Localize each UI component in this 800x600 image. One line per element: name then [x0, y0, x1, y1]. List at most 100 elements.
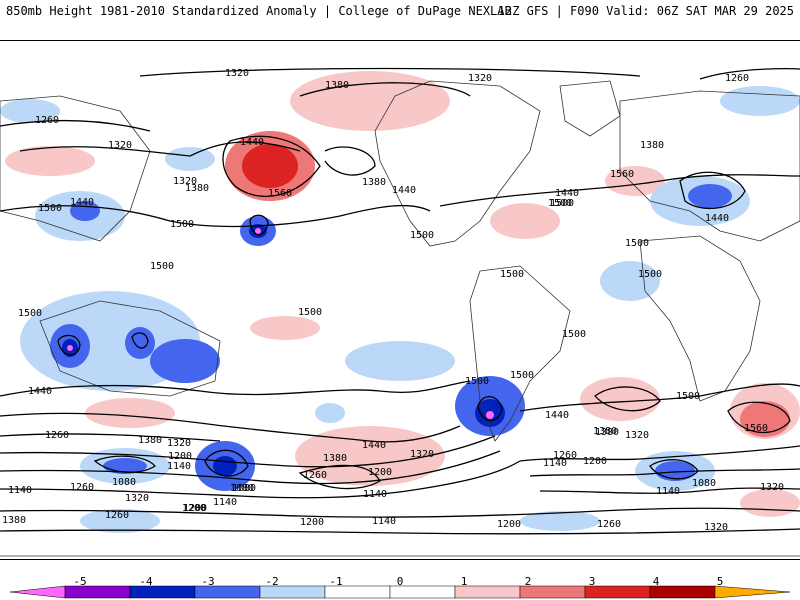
- contour-label: 1380: [593, 426, 617, 437]
- colorbar-tick: 3: [588, 575, 596, 588]
- contour-label: 1440: [28, 386, 52, 397]
- contour-label: 1320: [760, 482, 784, 493]
- anomaly-map: 1320 1380 1320 1260 1260 1320 1380 1440 …: [0, 40, 800, 560]
- coastlines: [0, 80, 800, 557]
- contour-line: [699, 68, 800, 80]
- north-america-outline: [374, 80, 541, 247]
- europe-asia-outline: [619, 90, 800, 242]
- colorbar-tick: 5: [716, 575, 724, 588]
- contour-line: [679, 171, 746, 210]
- contour-label: 1140: [167, 461, 191, 472]
- contour-line: [727, 401, 791, 434]
- contour-line: [131, 332, 149, 349]
- colorbar: [10, 585, 790, 599]
- contour-line: [299, 82, 471, 97]
- anomaly-negative: [315, 403, 345, 423]
- colorbar-tick: 1: [460, 575, 468, 588]
- south-america-outline: [469, 265, 571, 442]
- contour-label: 1260: [303, 470, 327, 481]
- contour-label: 1200: [182, 503, 206, 514]
- contour-label: 1560: [744, 423, 768, 434]
- contour-line: [519, 445, 800, 462]
- contour-label: 1500: [638, 269, 662, 280]
- contour-label: 1200: [300, 517, 324, 528]
- anomaly-negative: [520, 511, 600, 531]
- contour-label: 1140: [372, 516, 396, 527]
- contour-line: [0, 380, 471, 397]
- contour-label: 1500: [500, 269, 524, 280]
- contour-line: [0, 204, 431, 228]
- contour-line: [57, 334, 81, 356]
- contour-label: 1500: [676, 391, 700, 402]
- colorbar-tick: 2: [524, 575, 532, 588]
- contour-line: [0, 433, 221, 442]
- contour-label: 1380: [325, 80, 349, 91]
- anomaly-negative: [486, 411, 494, 419]
- anomaly-positive: [740, 489, 800, 517]
- contour-line: [298, 464, 381, 490]
- contour-label: 1500: [465, 376, 489, 387]
- colorbar-tick: -1: [329, 575, 343, 588]
- contour-label: 1140: [8, 485, 32, 496]
- contour-label: 1320: [225, 68, 249, 79]
- contour-label: 1320: [410, 449, 434, 460]
- contour-label: 1380: [640, 140, 664, 151]
- contour-line: [539, 487, 800, 494]
- height-contours: [0, 67, 800, 535]
- contour-label: 1320: [125, 493, 149, 504]
- australia-outline: [39, 300, 221, 397]
- contour-label: 1440: [70, 197, 94, 208]
- contour-label: 1500: [18, 308, 42, 319]
- greenland-outline: [559, 80, 621, 137]
- contour-label: 1500: [170, 219, 194, 230]
- colorbar-tick: -5: [73, 575, 87, 588]
- colorbar-segment: [649, 585, 716, 599]
- contour-line: [93, 455, 156, 473]
- contour-label: 1200: [583, 456, 607, 467]
- contour-label: 1320: [625, 430, 649, 441]
- contour-line: [249, 214, 269, 236]
- contour-label: 1080: [232, 483, 256, 494]
- contour-label: 1440: [240, 137, 264, 148]
- africa-outline: [639, 235, 761, 402]
- contour-label: 1380: [323, 453, 347, 464]
- contour-label: 1320: [108, 140, 132, 151]
- contour-label: 1080: [112, 477, 136, 488]
- anomaly-negative: [165, 147, 215, 171]
- contour-label: 1260: [105, 510, 129, 521]
- contour-label: 1440: [392, 185, 416, 196]
- contour-label: 1200: [368, 467, 392, 478]
- contour-label: 1380: [362, 177, 386, 188]
- anomaly-positive: [250, 316, 320, 340]
- contour-label: 1200: [168, 451, 192, 462]
- contour-label: 1440: [555, 188, 579, 199]
- anomaly-negative: [125, 327, 155, 359]
- anomaly-positive: [5, 146, 95, 176]
- contour-label: 1260: [45, 430, 69, 441]
- contour-label: 1500: [410, 230, 434, 241]
- colorbar-segment: [10, 585, 66, 599]
- contour-line: [19, 141, 301, 157]
- anomaly-negative: [655, 461, 695, 481]
- contour-line: [0, 460, 521, 499]
- anomaly-positive: [85, 398, 175, 428]
- anomaly-positive: [740, 401, 790, 437]
- anomaly-negative: [720, 86, 800, 116]
- contour-label: 1200: [183, 503, 207, 514]
- contour-label: 1320: [704, 522, 728, 533]
- anomaly-positive: [242, 144, 298, 188]
- anomaly-negative: [345, 341, 455, 381]
- colorbar-segment: [714, 585, 790, 599]
- contour-label: 1320: [173, 176, 197, 187]
- contour-label: 1560: [610, 169, 634, 180]
- contour-label: 1500: [510, 370, 534, 381]
- contour-label: 1260: [553, 450, 577, 461]
- contour-labels: 1320 1380 1320 1260 1260 1320 1380 1440 …: [2, 68, 784, 533]
- contour-line: [0, 528, 800, 535]
- contour-line: [0, 119, 151, 132]
- contour-label: 1320: [468, 73, 492, 84]
- anomaly-negative: [80, 509, 160, 533]
- contour-label: 1440: [705, 213, 729, 224]
- anomaly-negative: [150, 339, 220, 383]
- contour-line: [324, 146, 376, 176]
